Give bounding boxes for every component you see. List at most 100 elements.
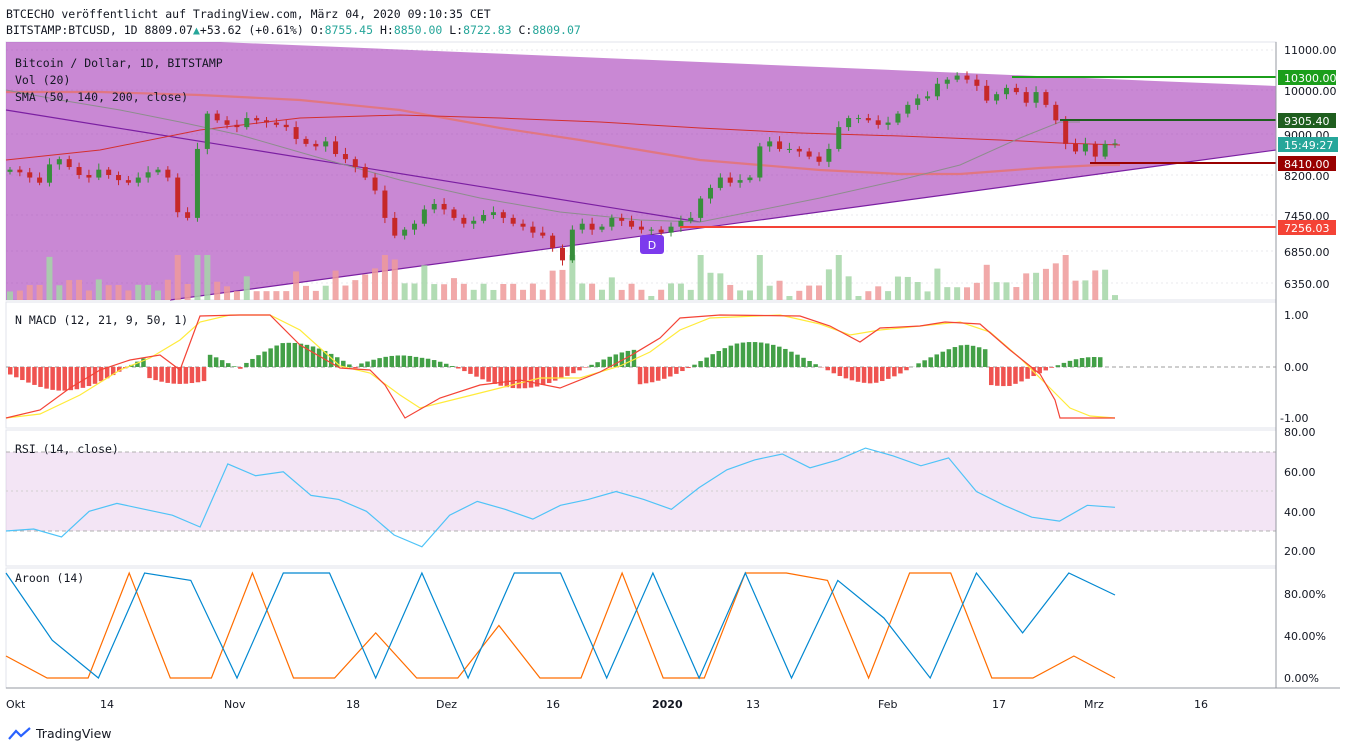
candle[interactable] bbox=[96, 163, 102, 181]
candle[interactable] bbox=[421, 205, 427, 227]
candle[interactable] bbox=[747, 175, 753, 183]
candle[interactable] bbox=[550, 233, 556, 252]
candle[interactable] bbox=[796, 146, 802, 157]
candle[interactable] bbox=[481, 210, 487, 224]
candle[interactable] bbox=[293, 121, 299, 145]
candle[interactable] bbox=[441, 198, 447, 215]
candle[interactable] bbox=[116, 171, 122, 186]
candle[interactable] bbox=[698, 196, 704, 222]
candle[interactable] bbox=[155, 167, 161, 175]
candle[interactable] bbox=[915, 94, 921, 110]
candle[interactable] bbox=[638, 220, 644, 234]
candle[interactable] bbox=[1112, 139, 1118, 148]
candle[interactable] bbox=[560, 244, 565, 266]
candle[interactable] bbox=[954, 72, 960, 83]
candle[interactable] bbox=[767, 137, 773, 152]
candle[interactable] bbox=[431, 198, 437, 214]
candle[interactable] bbox=[175, 173, 181, 218]
candle[interactable] bbox=[540, 226, 546, 239]
candle[interactable] bbox=[86, 169, 92, 183]
candle[interactable] bbox=[806, 147, 812, 160]
candle[interactable] bbox=[777, 136, 783, 152]
candle[interactable] bbox=[185, 207, 191, 221]
candle[interactable] bbox=[934, 77, 940, 101]
candle[interactable] bbox=[451, 206, 457, 221]
candle[interactable] bbox=[1082, 137, 1088, 156]
candle[interactable] bbox=[786, 142, 792, 153]
candle[interactable] bbox=[342, 147, 348, 164]
candle[interactable] bbox=[668, 222, 674, 237]
candle[interactable] bbox=[7, 167, 13, 175]
candle[interactable] bbox=[125, 175, 131, 186]
candle[interactable] bbox=[17, 166, 23, 177]
countdown-tag[interactable]: 15:49:27 bbox=[1278, 137, 1338, 152]
main-price-pane[interactable]: D Bitcoin / Dollar, 1D, BITSTAMP Vol (20… bbox=[5, 41, 1277, 301]
candle[interactable] bbox=[717, 173, 723, 191]
candle[interactable] bbox=[984, 79, 990, 104]
candle[interactable] bbox=[194, 142, 200, 222]
candle[interactable] bbox=[895, 111, 901, 126]
candle[interactable] bbox=[707, 184, 713, 204]
candle[interactable] bbox=[471, 216, 477, 229]
candle[interactable] bbox=[412, 220, 418, 235]
time-axis[interactable]: Okt 14 Nov 18 Dez 16 2020 13 Feb 17 Mrz … bbox=[6, 687, 1340, 711]
candle[interactable] bbox=[500, 209, 506, 224]
price-tag-8410[interactable]: 8410.00 bbox=[1278, 156, 1336, 171]
candle[interactable] bbox=[579, 218, 585, 234]
candle[interactable] bbox=[234, 119, 240, 133]
candle[interactable] bbox=[46, 158, 52, 187]
candle[interactable] bbox=[974, 74, 980, 91]
candle[interactable] bbox=[372, 173, 378, 195]
candle[interactable] bbox=[994, 91, 1000, 105]
candle[interactable] bbox=[944, 77, 950, 89]
candle[interactable] bbox=[323, 137, 329, 152]
candle[interactable] bbox=[1033, 86, 1039, 108]
price-tag-7256[interactable]: 7256.03 bbox=[1278, 220, 1336, 235]
candle[interactable] bbox=[244, 112, 250, 130]
candle[interactable] bbox=[875, 115, 881, 129]
price-tag-10300[interactable]: 10300.00 bbox=[1278, 70, 1337, 85]
candle[interactable] bbox=[737, 174, 743, 188]
aroon-pane[interactable]: Aroon (14) bbox=[5, 567, 1277, 689]
candle[interactable] bbox=[1063, 116, 1069, 150]
macd-pane[interactable]: N MACD (12, 21, 9, 50, 1) bbox=[5, 301, 1277, 429]
candle[interactable] bbox=[865, 113, 871, 123]
candle[interactable] bbox=[490, 206, 496, 219]
candle[interactable] bbox=[333, 136, 339, 157]
candle[interactable] bbox=[362, 163, 368, 181]
candle[interactable] bbox=[273, 118, 279, 128]
candle[interactable] bbox=[135, 172, 141, 187]
chart-canvas[interactable]: D Bitcoin / Dollar, 1D, BITSTAMP Vol (20… bbox=[0, 0, 1348, 720]
candle[interactable] bbox=[925, 91, 931, 101]
candle[interactable] bbox=[599, 224, 605, 233]
candle[interactable] bbox=[658, 226, 664, 236]
candle[interactable] bbox=[688, 212, 694, 224]
candle[interactable] bbox=[510, 214, 516, 227]
candle[interactable] bbox=[530, 221, 536, 238]
candle[interactable] bbox=[145, 166, 151, 183]
candle[interactable] bbox=[37, 172, 43, 186]
candle[interactable] bbox=[214, 110, 220, 123]
candle[interactable] bbox=[1043, 89, 1049, 108]
triangle-pattern[interactable] bbox=[6, 42, 1276, 300]
triangle-lower-trendline[interactable] bbox=[169, 149, 1277, 301]
candle[interactable] bbox=[1003, 84, 1009, 100]
candle[interactable] bbox=[678, 215, 684, 232]
candle[interactable] bbox=[106, 167, 112, 179]
candle[interactable] bbox=[520, 219, 526, 231]
candle[interactable] bbox=[1073, 138, 1079, 155]
candle[interactable] bbox=[629, 215, 635, 230]
candle[interactable] bbox=[76, 162, 82, 179]
candle[interactable] bbox=[816, 152, 822, 166]
candle[interactable] bbox=[1023, 87, 1029, 107]
candle[interactable] bbox=[727, 172, 733, 187]
candle[interactable] bbox=[648, 227, 654, 235]
price-axis[interactable]: 11000.00 10000.00 9000.00 8200.00 7450.0… bbox=[1275, 42, 1338, 688]
candle[interactable] bbox=[27, 167, 33, 183]
candle[interactable] bbox=[855, 114, 861, 124]
candle[interactable] bbox=[1102, 140, 1108, 160]
candle[interactable] bbox=[846, 115, 852, 131]
candle[interactable] bbox=[224, 116, 230, 129]
candle[interactable] bbox=[66, 155, 72, 170]
rsi-pane[interactable]: RSI (14, close) bbox=[5, 429, 1277, 567]
